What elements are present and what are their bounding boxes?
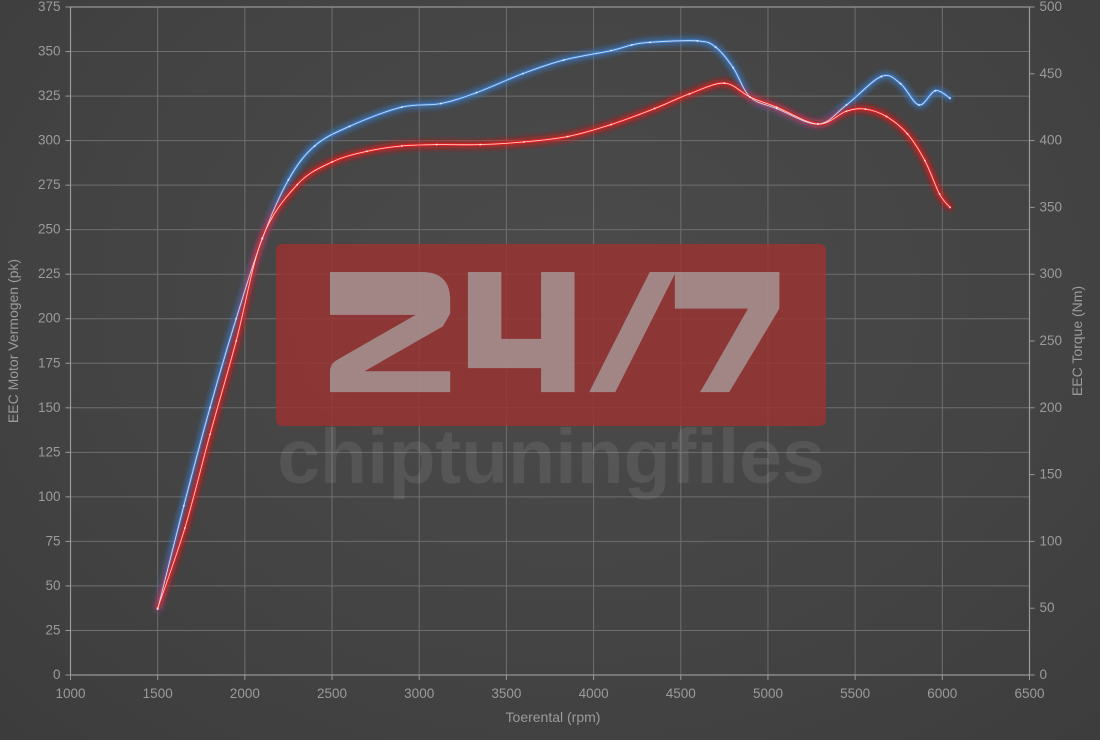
svg-text:350: 350 xyxy=(38,44,61,59)
svg-text:250: 250 xyxy=(38,222,61,237)
svg-text:375: 375 xyxy=(38,0,61,14)
svg-text:1000: 1000 xyxy=(55,686,85,701)
svg-text:0: 0 xyxy=(1040,667,1048,682)
svg-text:2000: 2000 xyxy=(230,686,260,701)
svg-text:200: 200 xyxy=(38,311,61,326)
svg-text:350: 350 xyxy=(1040,199,1063,214)
svg-text:0: 0 xyxy=(53,667,61,682)
svg-text:3000: 3000 xyxy=(404,686,434,701)
svg-text:100: 100 xyxy=(1040,533,1063,548)
svg-text:6500: 6500 xyxy=(1014,686,1044,701)
svg-text:225: 225 xyxy=(38,266,61,281)
svg-text:2500: 2500 xyxy=(317,686,347,701)
svg-text:300: 300 xyxy=(38,133,61,148)
svg-text:75: 75 xyxy=(45,533,60,548)
svg-text:chiptuningfiles: chiptuningfiles xyxy=(277,414,825,500)
svg-text:Toerental (rpm): Toerental (rpm) xyxy=(506,709,601,725)
svg-text:4000: 4000 xyxy=(579,686,609,701)
svg-text:EEC Motor Vermogen (pk): EEC Motor Vermogen (pk) xyxy=(5,259,21,423)
svg-text:25: 25 xyxy=(45,623,60,638)
svg-text:250: 250 xyxy=(1040,333,1063,348)
svg-text:5500: 5500 xyxy=(840,686,870,701)
svg-text:125: 125 xyxy=(38,444,61,459)
svg-text:100: 100 xyxy=(38,489,61,504)
svg-text:325: 325 xyxy=(38,88,61,103)
svg-text:500: 500 xyxy=(1040,0,1063,14)
svg-text:175: 175 xyxy=(38,355,61,370)
svg-text:150: 150 xyxy=(38,400,61,415)
svg-text:1500: 1500 xyxy=(143,686,173,701)
svg-text:450: 450 xyxy=(1040,66,1063,81)
svg-text:400: 400 xyxy=(1040,133,1063,148)
svg-text:50: 50 xyxy=(1040,600,1055,615)
svg-text:300: 300 xyxy=(1040,266,1063,281)
svg-text:EEC Torque (Nm): EEC Torque (Nm) xyxy=(1069,286,1085,396)
svg-text:5000: 5000 xyxy=(753,686,783,701)
svg-text:275: 275 xyxy=(38,177,61,192)
svg-text:200: 200 xyxy=(1040,400,1063,415)
svg-text:4500: 4500 xyxy=(666,686,696,701)
svg-text:50: 50 xyxy=(45,578,60,593)
svg-text:3500: 3500 xyxy=(491,686,521,701)
svg-text:150: 150 xyxy=(1040,467,1063,482)
svg-text:6000: 6000 xyxy=(927,686,957,701)
